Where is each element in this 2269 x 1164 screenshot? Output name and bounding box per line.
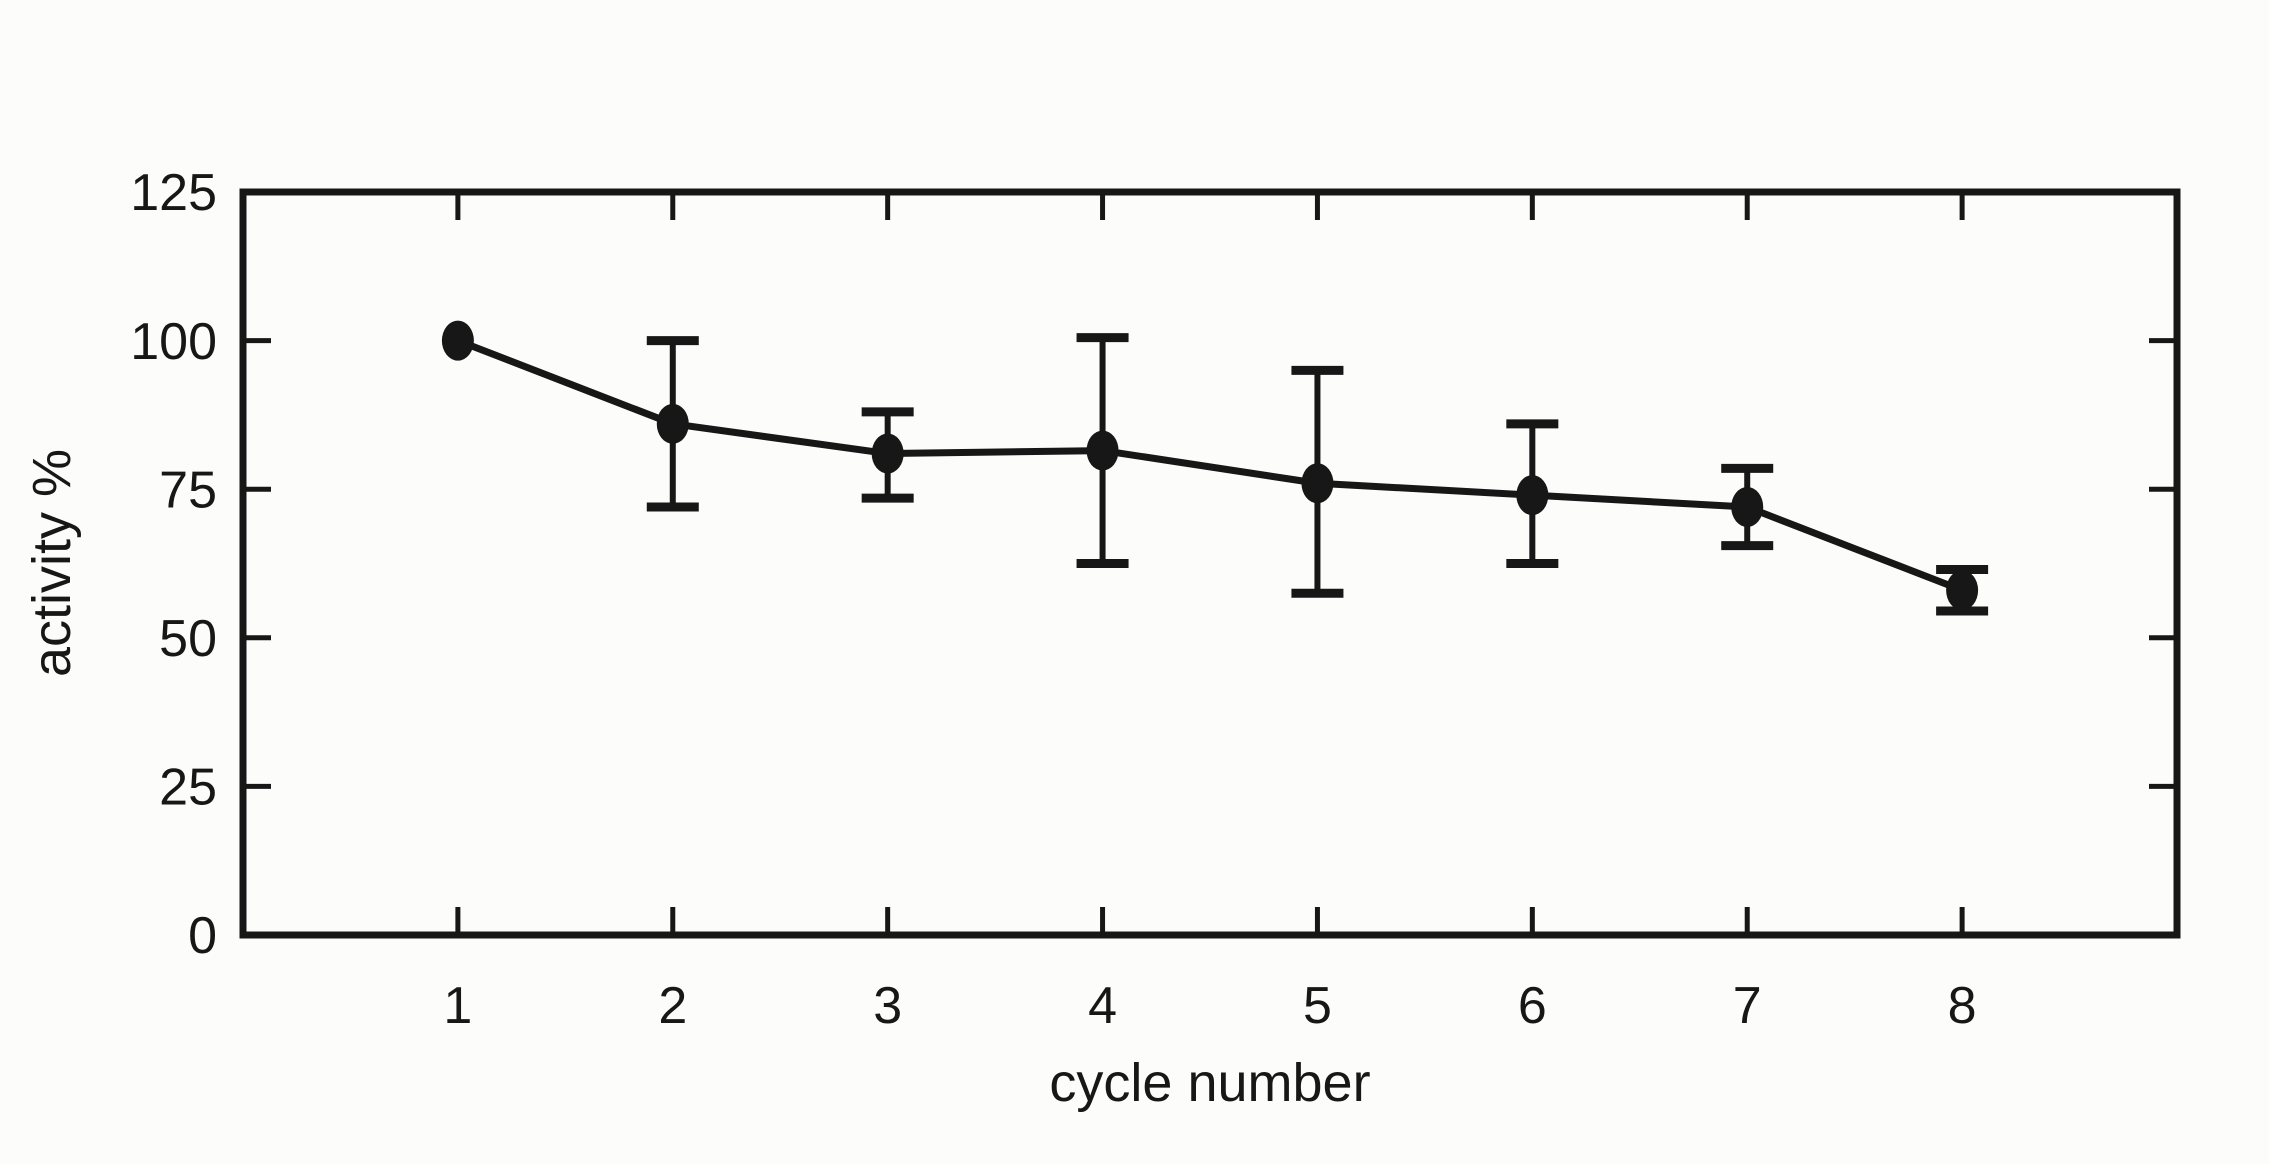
data-point-marker [1086,430,1119,471]
y-tick-label: 75 [159,461,217,519]
data-point-marker [1516,475,1549,516]
data-point-marker [656,403,689,444]
x-tick-label: 3 [873,977,902,1035]
data-point-marker [1731,487,1764,528]
y-axis-title: activity % [22,448,82,678]
x-tick-label: 5 [1303,977,1332,1035]
y-tick-label: 100 [130,313,217,371]
data-point-marker [871,433,904,474]
y-tick-label: 0 [188,907,217,965]
y-tick-label: 50 [159,610,217,668]
y-tick-label: 125 [130,164,217,222]
x-axis-title: cycle number [1049,1053,1371,1113]
y-tick-label: 25 [159,759,217,817]
x-tick-label: 8 [1948,977,1977,1035]
data-point-marker [1946,570,1979,611]
x-tick-label: 7 [1733,977,1762,1035]
data-point-marker [441,320,474,361]
x-tick-label: 1 [443,977,472,1035]
plot-frame [239,188,2181,939]
x-tick-label: 2 [658,977,687,1035]
x-tick-label: 6 [1518,977,1547,1035]
x-tick-label: 4 [1088,977,1117,1035]
data-line [454,337,1966,594]
data-point-marker [1301,463,1334,504]
